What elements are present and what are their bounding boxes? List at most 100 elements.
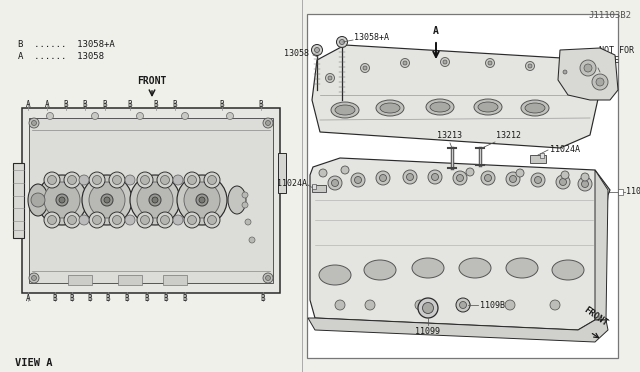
Circle shape <box>89 172 105 188</box>
Circle shape <box>245 219 251 225</box>
Text: B: B <box>70 294 74 303</box>
Circle shape <box>263 118 273 128</box>
Text: FRONT: FRONT <box>138 76 166 86</box>
Circle shape <box>141 215 150 224</box>
Circle shape <box>506 172 520 186</box>
Circle shape <box>453 171 467 185</box>
Text: B: B <box>125 294 129 303</box>
Bar <box>118 275 142 285</box>
Ellipse shape <box>525 103 545 113</box>
Bar <box>618 189 623 195</box>
Circle shape <box>149 194 161 206</box>
Circle shape <box>456 174 463 182</box>
Ellipse shape <box>376 100 404 116</box>
Text: 13058: 13058 <box>284 49 309 58</box>
Circle shape <box>104 197 110 203</box>
Circle shape <box>31 193 45 207</box>
Text: 11099: 11099 <box>415 327 440 336</box>
Circle shape <box>376 171 390 185</box>
Bar <box>22 108 280 293</box>
Circle shape <box>79 175 89 185</box>
Circle shape <box>466 168 474 176</box>
Circle shape <box>440 58 449 67</box>
Ellipse shape <box>521 100 549 116</box>
Bar <box>540 153 544 158</box>
Bar <box>68 275 92 285</box>
Circle shape <box>335 300 345 310</box>
Circle shape <box>161 215 170 224</box>
Bar <box>13 163 24 238</box>
Circle shape <box>460 300 470 310</box>
Circle shape <box>177 175 227 225</box>
Text: B: B <box>102 100 108 109</box>
Text: B: B <box>164 294 168 303</box>
Circle shape <box>534 176 541 183</box>
Text: B: B <box>64 100 68 109</box>
Circle shape <box>360 64 369 73</box>
Ellipse shape <box>412 258 444 278</box>
Circle shape <box>109 172 125 188</box>
Circle shape <box>403 170 417 184</box>
Circle shape <box>403 61 407 65</box>
Circle shape <box>314 48 319 52</box>
Text: 11041: 11041 <box>626 187 640 196</box>
Ellipse shape <box>319 265 351 285</box>
Bar <box>307 14 618 358</box>
Circle shape <box>337 36 348 48</box>
Text: A: A <box>26 100 30 109</box>
Circle shape <box>82 175 132 225</box>
Circle shape <box>113 215 122 224</box>
Circle shape <box>550 300 560 310</box>
Text: A  ......  13058: A ...... 13058 <box>18 52 104 61</box>
Ellipse shape <box>380 103 400 113</box>
Circle shape <box>486 58 495 67</box>
Ellipse shape <box>335 105 355 115</box>
Circle shape <box>431 173 438 180</box>
Circle shape <box>130 175 180 225</box>
Circle shape <box>363 66 367 70</box>
Text: VIEW A: VIEW A <box>15 358 52 368</box>
Circle shape <box>44 172 60 188</box>
Circle shape <box>505 300 515 310</box>
Circle shape <box>481 171 495 185</box>
Circle shape <box>64 212 80 228</box>
Circle shape <box>113 176 122 185</box>
Circle shape <box>484 174 492 182</box>
Circle shape <box>79 215 89 225</box>
Ellipse shape <box>478 102 498 112</box>
Circle shape <box>528 64 532 68</box>
Text: B: B <box>260 294 266 303</box>
Circle shape <box>561 67 570 77</box>
Circle shape <box>196 194 208 206</box>
Circle shape <box>152 197 158 203</box>
Circle shape <box>319 169 327 177</box>
Circle shape <box>184 172 200 188</box>
Circle shape <box>89 212 105 228</box>
Bar <box>312 184 316 189</box>
Circle shape <box>157 172 173 188</box>
Text: FRONT: FRONT <box>582 305 609 328</box>
Circle shape <box>263 273 273 283</box>
Circle shape <box>204 172 220 188</box>
Polygon shape <box>310 158 610 330</box>
Circle shape <box>339 39 344 45</box>
Circle shape <box>137 182 173 218</box>
Circle shape <box>204 212 220 228</box>
Text: A: A <box>433 26 439 36</box>
Circle shape <box>596 78 604 86</box>
Circle shape <box>56 194 68 206</box>
Polygon shape <box>595 170 608 320</box>
Circle shape <box>516 169 524 177</box>
Circle shape <box>109 212 125 228</box>
Polygon shape <box>308 318 608 342</box>
Circle shape <box>188 215 196 224</box>
Text: 13058+A: 13058+A <box>354 33 389 42</box>
Circle shape <box>380 174 387 182</box>
Text: 11024A: 11024A <box>550 144 580 154</box>
Text: B: B <box>52 294 58 303</box>
Circle shape <box>242 192 248 198</box>
Text: 1109B: 1109B <box>480 301 505 310</box>
Circle shape <box>188 176 196 185</box>
Circle shape <box>563 70 567 74</box>
Polygon shape <box>312 45 600 148</box>
